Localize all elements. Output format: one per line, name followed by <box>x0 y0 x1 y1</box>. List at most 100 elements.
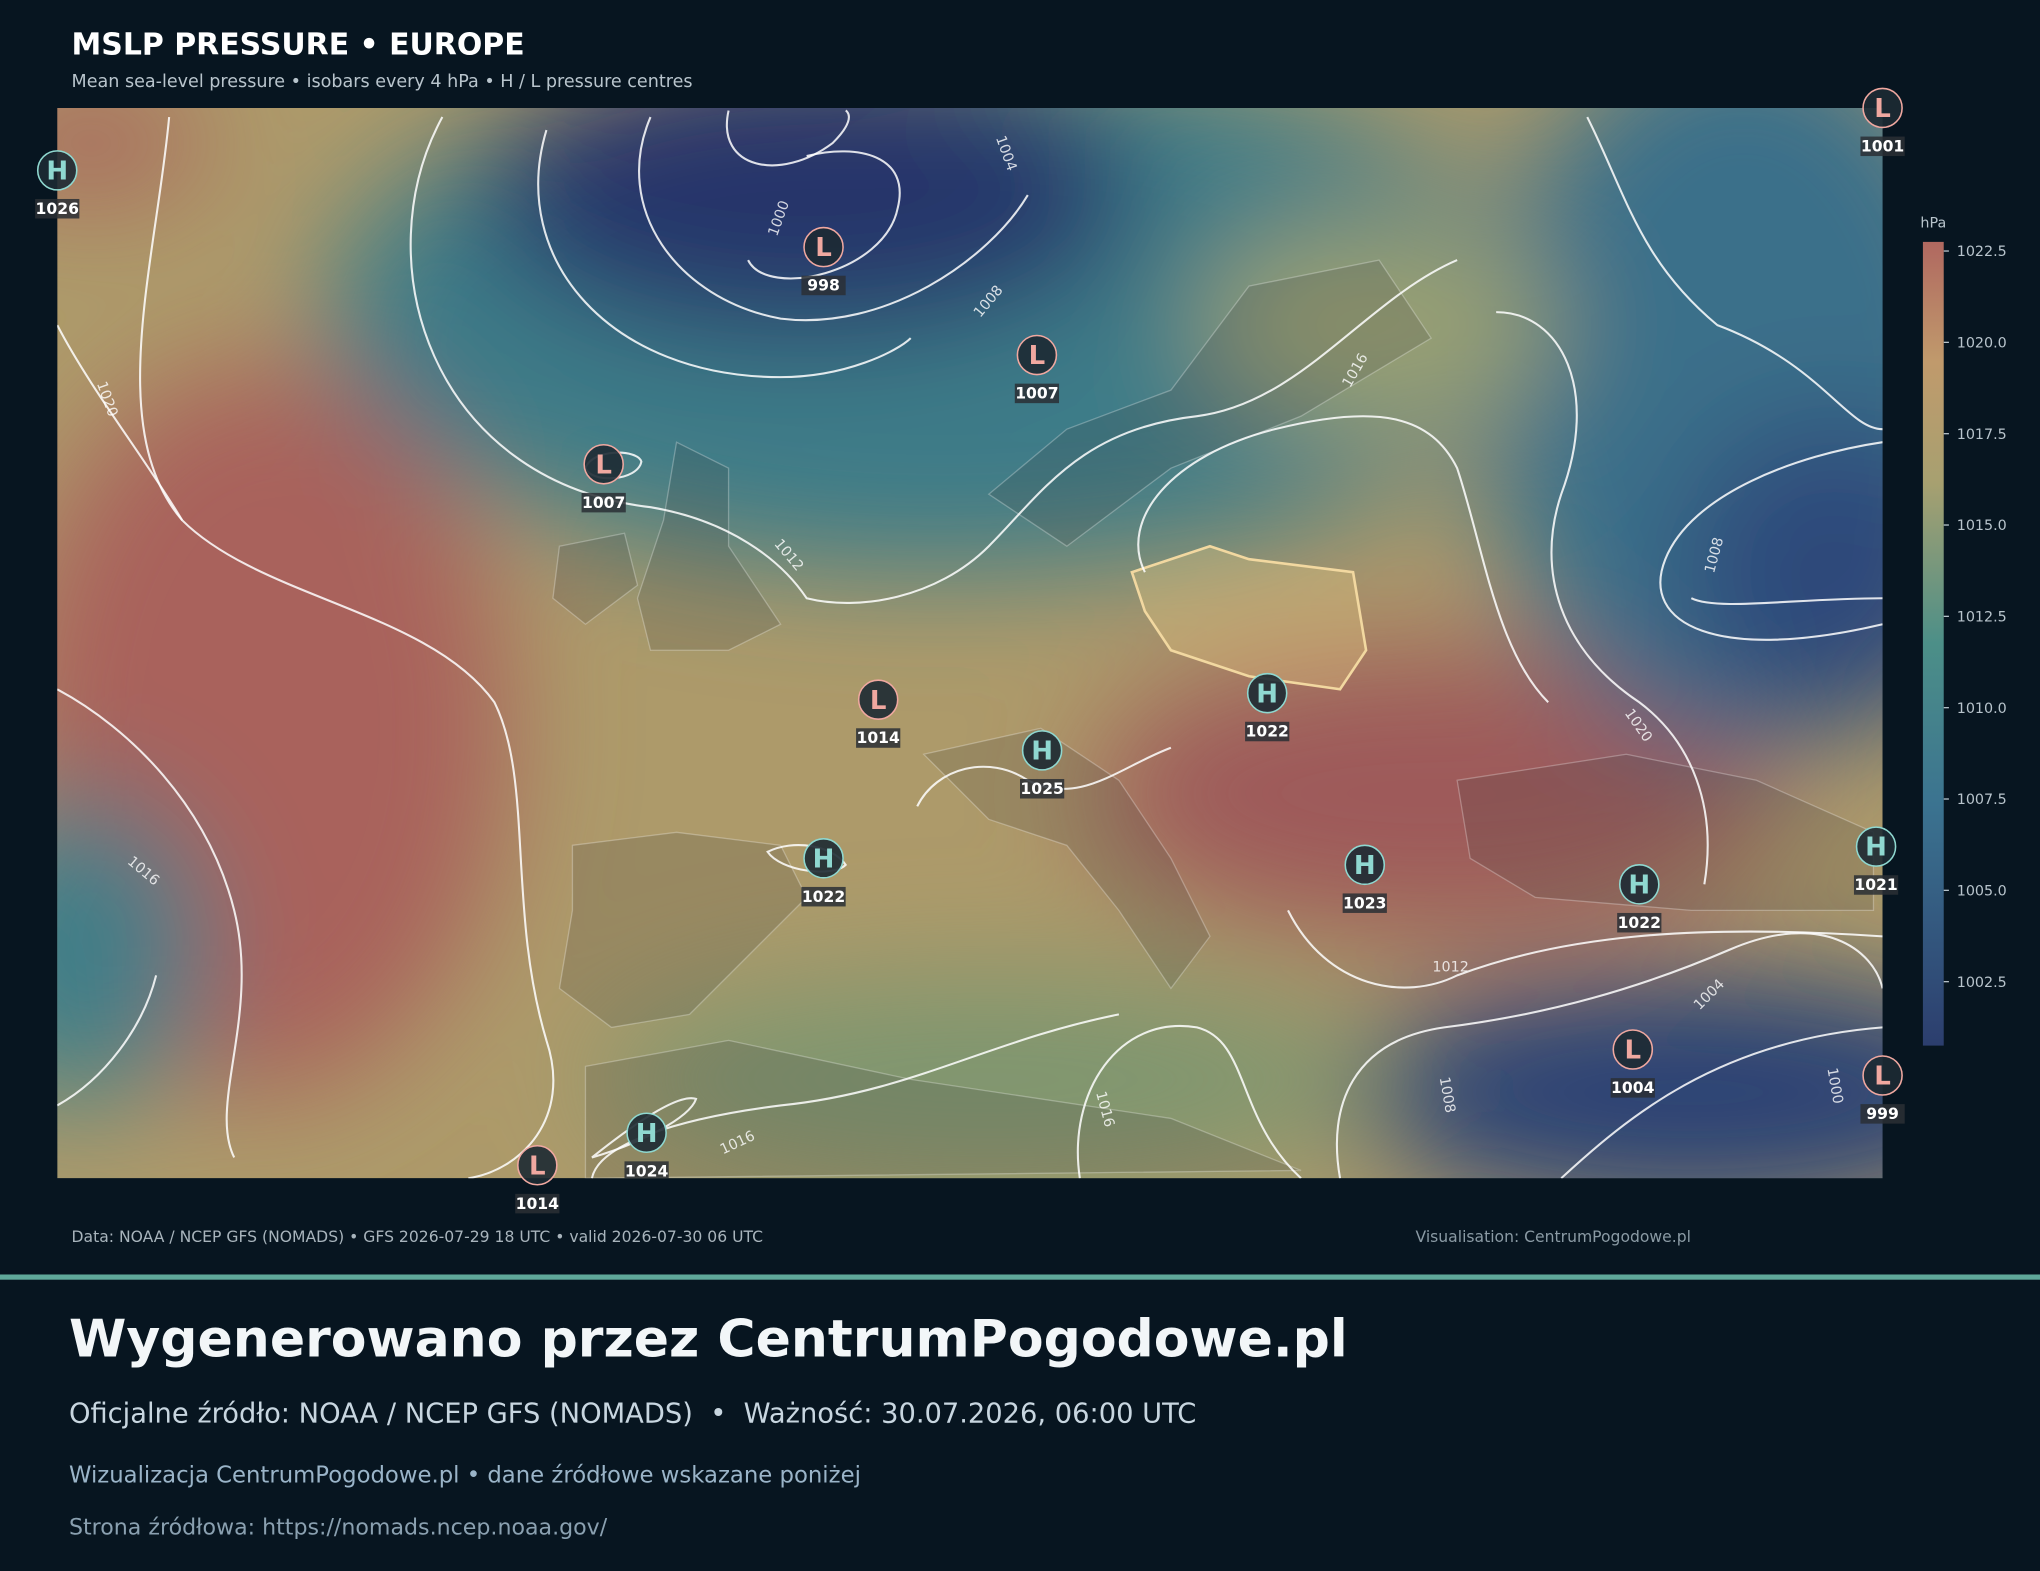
pressure-centre: L 1001 <box>1860 87 1905 157</box>
centre-value-box <box>1610 1078 1655 1098</box>
pressure-centre: L 1014 <box>856 679 901 748</box>
centre-type: L <box>1874 1062 1891 1092</box>
centre-marker <box>517 1144 558 1186</box>
centre-value-box <box>581 492 626 513</box>
centre-value-box <box>1860 1104 1905 1124</box>
colorbar: hPa 1022.5 1020.0 1017.5 1015.0 1012.5 1010.0… <box>1920 216 2007 1046</box>
highlighted-country <box>1130 544 1368 691</box>
colorbar-tick-label: 1010.0 <box>1957 701 2007 717</box>
centre-type: H <box>813 844 835 874</box>
colorbar-label: hPa <box>1920 216 1946 232</box>
centre-type: L <box>595 450 612 480</box>
centre-marker <box>803 838 844 879</box>
pressure-field <box>57 107 1883 1179</box>
centre-value-box <box>35 198 80 219</box>
centre-value-box <box>1853 875 1899 895</box>
centre-value-box <box>1020 778 1065 799</box>
pressure-centre: H 1021 <box>1853 826 1899 895</box>
centre-type: L <box>529 1151 546 1181</box>
centre-value-box <box>801 275 846 296</box>
centre-type: L <box>1874 94 1891 124</box>
centre-value-box <box>515 1193 560 1214</box>
centre-marker <box>1016 334 1058 376</box>
colorbar-scale <box>1922 241 1944 1046</box>
centre-type: H <box>1865 833 1887 863</box>
centre-value: 998 <box>807 277 840 295</box>
pressure-centre: H 1023 <box>1342 844 1387 913</box>
centre-type: L <box>1029 341 1046 371</box>
centre-type: H <box>636 1119 658 1149</box>
centre-value: 1023 <box>1343 894 1386 912</box>
centre-value-box <box>856 728 901 748</box>
centre-type: H <box>1031 736 1053 766</box>
title: MSLP PRESSURE • EUROPE <box>72 28 525 63</box>
centre-marker <box>626 1112 667 1154</box>
colorbar-tick-label: 1020.0 <box>1957 336 2007 352</box>
centre-value: 1014 <box>856 729 900 747</box>
centre-value: 999 <box>1866 1105 1899 1123</box>
centre-value: 1007 <box>582 494 625 512</box>
isobar-label: 1000 <box>1823 1067 1845 1106</box>
colorbar-tick-label: 1005.0 <box>1957 884 2007 900</box>
pressure-centre: H 1022 <box>1245 672 1290 742</box>
centre-type: H <box>46 156 68 186</box>
pressure-centre: H 1022 <box>801 838 846 907</box>
pressure-centre: H 1025 <box>1020 730 1065 799</box>
pressure-centre: L 1014 <box>515 1144 560 1214</box>
centre-value-box <box>624 1161 669 1179</box>
centre-marker <box>1021 730 1063 771</box>
centre-value-box <box>1342 893 1387 913</box>
banner-source-page: Strona źródłowa: https://nomads.ncep.noa… <box>69 1515 608 1541</box>
banner-official: Oficjalne źródło: NOAA / NCEP GFS (NOMAD… <box>69 1399 1196 1430</box>
pressure-centres-edge: H 1026 L 1001 H 1021 L 999 L 1014 <box>35 87 1905 1214</box>
centre-marker <box>583 443 624 485</box>
centre-type: L <box>870 686 887 716</box>
centre-value: 1007 <box>1015 385 1058 403</box>
centre-value: 1025 <box>1020 780 1063 798</box>
centre-marker <box>1855 826 1897 867</box>
centre-value-box <box>801 886 846 907</box>
centre-marker <box>1612 1029 1654 1070</box>
colorbar-tick-label: 1015.0 <box>1957 518 2007 534</box>
pressure-centre: L 1007 <box>581 443 626 513</box>
centre-value: 1024 <box>625 1162 669 1180</box>
subtitle: Mean sea-level pressure • isobars every … <box>72 72 693 92</box>
centre-value-box <box>1245 721 1290 742</box>
centre-marker <box>1344 844 1386 886</box>
pressure-centre: H 1024 <box>624 1112 669 1180</box>
centre-type: H <box>1354 851 1376 881</box>
centre-marker <box>1862 1055 1903 1096</box>
colorbar-tick-label: 1012.5 <box>1957 610 2007 626</box>
land-outlines <box>552 259 1875 1179</box>
centre-value-box <box>1860 136 1905 157</box>
pressure-centre: L 999 <box>1860 1055 1905 1124</box>
centre-value: 1022 <box>802 888 845 906</box>
centre-type: H <box>1628 870 1650 900</box>
centre-type: L <box>1624 1036 1641 1066</box>
pressure-centre: L 1007 <box>1014 334 1060 404</box>
centre-value: 1014 <box>516 1195 560 1213</box>
centre-value: 1022 <box>1618 914 1661 932</box>
centre-value-box <box>1617 912 1662 933</box>
pressure-centre: L 1004 <box>1610 1029 1655 1098</box>
pressure-centre: H 1022 <box>1617 864 1662 933</box>
divider <box>0 1274 2040 1280</box>
colorbar-tick-label: 1007.5 <box>1957 792 2007 808</box>
centre-value-box <box>1014 383 1060 404</box>
centre-type: H <box>1256 679 1278 709</box>
pressure-centre: L 998 <box>801 226 846 296</box>
footer-credit: Visualisation: CentrumPogodowe.pl <box>1416 1228 1691 1246</box>
centre-marker <box>803 226 844 268</box>
centre-marker <box>1246 672 1288 714</box>
isobar-label: 1008 <box>1436 1076 1458 1115</box>
centre-marker <box>1618 864 1660 905</box>
centre-value: 1021 <box>1854 876 1897 894</box>
colorbar-tick-label: 1002.5 <box>1957 975 2007 991</box>
centre-marker <box>857 679 899 720</box>
centre-marker <box>36 150 78 191</box>
colorbar-tick-label: 1022.5 <box>1957 244 2007 260</box>
centre-value: 1001 <box>1861 138 1904 156</box>
centre-marker <box>1862 87 1903 129</box>
